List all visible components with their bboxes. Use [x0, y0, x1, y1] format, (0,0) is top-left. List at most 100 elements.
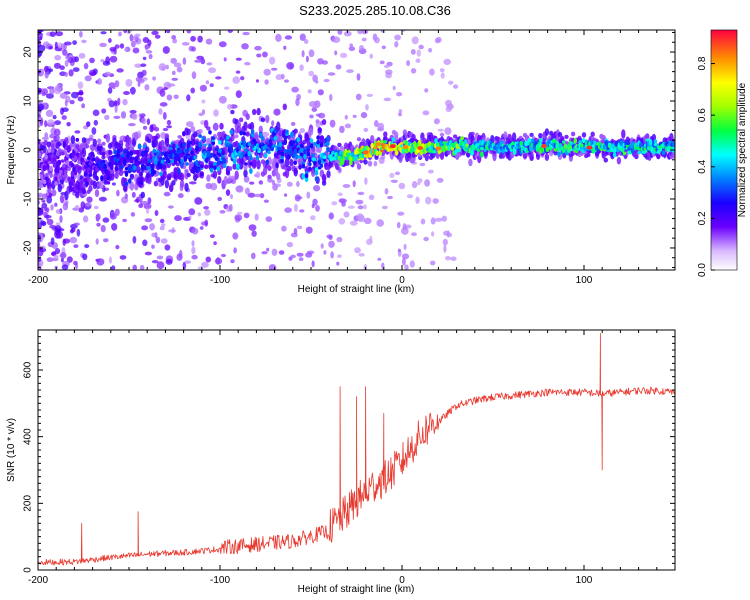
heatmap-speckle: [334, 50, 338, 56]
heatmap-cell: [273, 136, 278, 141]
heatmap-speckle: [54, 225, 62, 233]
heatmap-cell: [244, 153, 248, 158]
heatmap-cell: [179, 172, 185, 181]
heatmap-speckle: [177, 135, 182, 139]
heatmap-speckle: [132, 264, 137, 270]
heatmap-speckle: [336, 261, 340, 266]
heatmap-cell: [256, 107, 261, 116]
heatmap-speckle: [361, 37, 367, 42]
heatmap-cell: [191, 169, 196, 175]
heatmap-speckle: [330, 251, 334, 259]
heatmap-speckle: [38, 44, 46, 52]
heatmap-speckle: [283, 45, 287, 50]
heatmap-speckle: [363, 217, 372, 225]
heatmap-cell: [150, 163, 155, 170]
heatmap-speckle: [141, 117, 147, 125]
heatmap-speckle: [159, 226, 165, 231]
heatmap-cell: [581, 132, 587, 138]
heatmap-cell: [222, 159, 227, 163]
heatmap-speckle: [134, 63, 142, 68]
heatmap-speckle: [130, 86, 136, 95]
heatmap-speckle: [368, 194, 375, 201]
heatmap-speckle: [188, 208, 196, 216]
heatmap-cell: [268, 139, 273, 146]
heatmap-cell: [42, 145, 47, 154]
heatmap-cell: [564, 134, 569, 139]
heatmap-speckle: [255, 171, 261, 178]
heatmap-speckle: [299, 33, 306, 41]
heatmap-speckle: [369, 53, 373, 59]
heatmap-cell: [643, 149, 648, 153]
heatmap-cell: [245, 113, 250, 120]
heatmap-speckle: [170, 57, 177, 64]
heatmap-cell: [480, 146, 484, 151]
heatmap-cell: [136, 154, 140, 159]
heatmap-cell: [326, 141, 330, 146]
heatmap-speckle: [100, 224, 106, 233]
heatmap-speckle: [156, 255, 164, 260]
heatmap-cell: [313, 142, 317, 146]
heatmap-cell: [147, 138, 152, 144]
heatmap-cell: [164, 133, 170, 140]
heatmap-speckle: [152, 76, 157, 81]
heatmap-cell: [297, 157, 303, 167]
heatmap-speckle: [132, 47, 140, 54]
heatmap-cell: [54, 181, 58, 186]
heatmap-cell: [70, 135, 76, 144]
snr-series-line: [38, 332, 675, 566]
heatmap-cell: [67, 167, 71, 171]
heatmap-cell: [326, 146, 330, 153]
heatmap-speckle: [199, 84, 207, 92]
heatmap-cell: [671, 142, 675, 148]
heatmap-cell: [301, 163, 306, 169]
heatmap-speckle: [357, 205, 364, 210]
heatmap-speckle: [50, 237, 55, 245]
heatmap-cell: [586, 152, 591, 158]
heatmap-cell: [139, 176, 143, 183]
heatmap-cell: [340, 158, 345, 165]
heatmap-speckle: [163, 191, 171, 197]
heatmap-speckle: [352, 114, 357, 118]
heatmap-speckle: [140, 200, 149, 205]
heatmap-cell: [285, 129, 289, 134]
heatmap-speckle: [433, 118, 440, 125]
heatmap-speckle: [293, 228, 298, 235]
heatmap-cell: [103, 180, 108, 185]
heatmap-cell: [544, 128, 550, 136]
heatmap-speckle: [159, 88, 166, 97]
heatmap-speckle: [39, 35, 43, 41]
heatmap-speckle: [286, 62, 295, 70]
heatmap-speckle: [335, 64, 342, 70]
heatmap-speckle: [242, 31, 250, 36]
heatmap-cell: [162, 157, 166, 161]
heatmap-speckle: [117, 97, 121, 106]
heatmap-cell: [132, 165, 137, 171]
heatmap-cell: [209, 164, 214, 169]
heatmap-speckle: [86, 196, 93, 203]
heatmap-speckle: [268, 56, 276, 65]
heatmap-speckle: [248, 224, 257, 231]
heatmap-speckle: [204, 219, 209, 227]
heatmap-speckle: [142, 239, 148, 247]
heatmap-speckle: [155, 236, 161, 244]
heatmap-speckle: [395, 171, 400, 176]
heatmap-cell: [247, 142, 252, 147]
heatmap-speckle: [227, 177, 232, 182]
heatmap-cell: [306, 151, 311, 157]
heatmap-cell: [439, 150, 445, 160]
heatmap-speckle: [166, 94, 173, 101]
heatmap-cell: [124, 181, 129, 186]
heatmap-speckle: [444, 127, 452, 135]
heatmap-cell: [229, 129, 234, 135]
heatmap-cell: [110, 172, 115, 181]
heatmap-speckle: [151, 260, 159, 264]
heatmap-cell: [249, 162, 253, 166]
heatmap-speckle: [140, 113, 146, 118]
heatmap-cell: [184, 182, 189, 192]
heatmap-speckle: [328, 240, 335, 248]
heatmap-cell: [46, 163, 50, 169]
heatmap-speckle: [237, 211, 243, 215]
heatmap-cell: [267, 165, 272, 171]
heatmap-speckle: [308, 70, 315, 77]
heatmap-speckle: [149, 223, 156, 231]
